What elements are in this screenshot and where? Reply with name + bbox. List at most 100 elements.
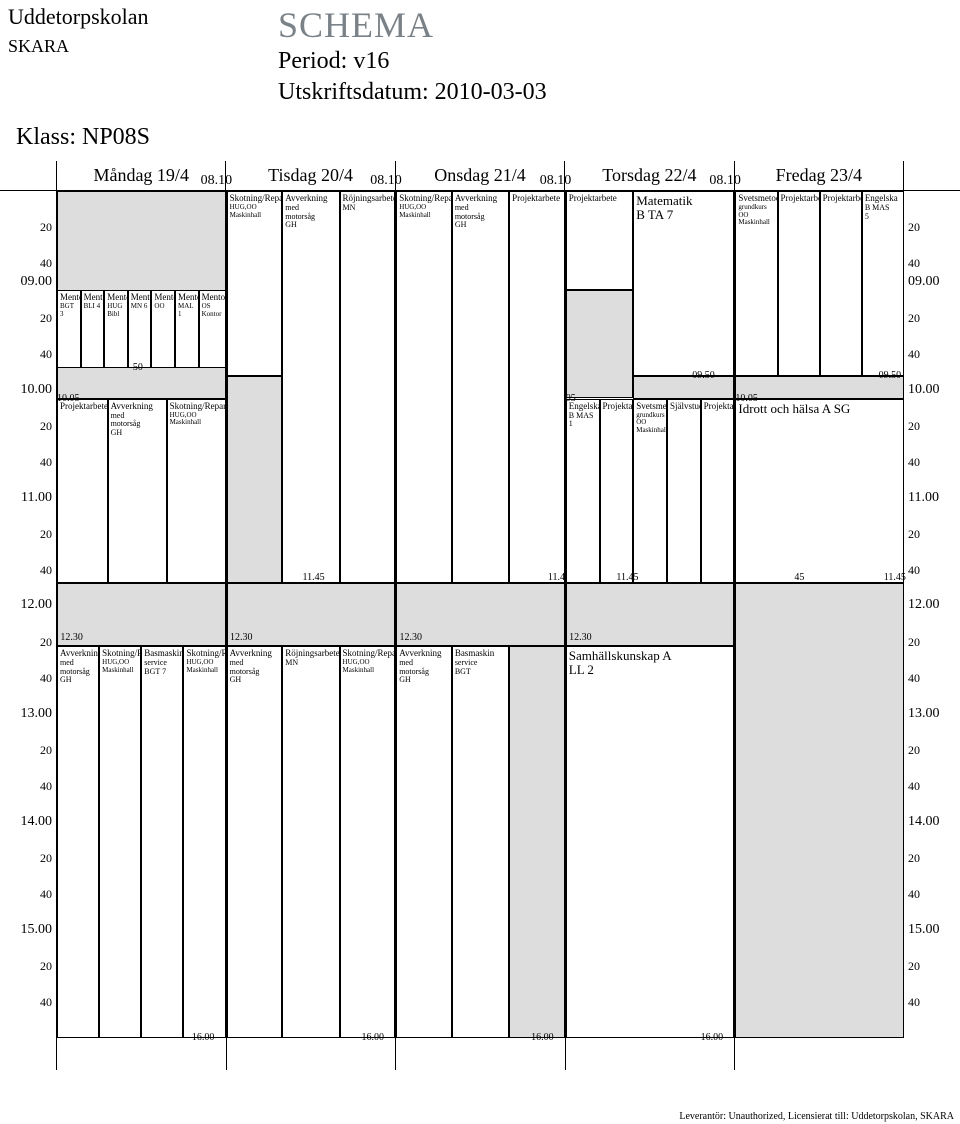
schedule-cell: Projektarbete: [600, 399, 634, 583]
minor-label: 20: [908, 633, 920, 651]
minor-label: 40: [908, 777, 920, 795]
schedule-cell: Idrott och hälsa A SG: [735, 399, 904, 583]
schedule-cell: Skotning/ReparationHUG,OOMaskinhall: [396, 191, 452, 583]
cell-line: Maskinhall: [738, 219, 774, 227]
minor-label: 20: [908, 849, 920, 867]
minor-label: 20: [908, 417, 920, 435]
time-axis-left: 204009.00204010.00204011.00204012.002040…: [0, 191, 56, 1070]
header-block: Uddetorpskolan SKARA SCHEMA Period: v16 …: [0, 0, 960, 151]
cell-line: MN: [343, 204, 393, 213]
cell-line: Idrott och hälsa A SG: [738, 402, 901, 416]
period-line: Period: v16: [278, 48, 952, 75]
time-tag: 12.30: [569, 632, 592, 643]
cell-line: LL 2: [569, 663, 732, 677]
minor-label: 20: [40, 633, 52, 651]
hour-label: 11.00: [21, 489, 52, 507]
schedule-cell: Skotning/ReparationHUG,OOMaskinhall: [167, 399, 226, 583]
schedule-cell: AvverkningmedmotorsågGH: [57, 646, 99, 1038]
minor-label: 20: [40, 417, 52, 435]
minor-label: 40: [908, 993, 920, 1011]
cell-line: B TA 7: [636, 208, 731, 222]
time-tag: 12.30: [230, 632, 253, 643]
minor-label: 40: [908, 453, 920, 471]
cell-line: Projektarbete: [823, 194, 859, 204]
minor-label: 20: [40, 957, 52, 975]
minor-label: 40: [40, 345, 52, 363]
minor-label: 40: [908, 254, 920, 272]
cell-line: GH: [230, 676, 280, 685]
cell-line: Matematik: [636, 194, 731, 208]
minor-label: 40: [40, 885, 52, 903]
minor-label: 40: [908, 345, 920, 363]
cell-line: Maskinhall: [186, 667, 222, 675]
time-tag: 12.30: [400, 632, 423, 643]
cell-line: GH: [399, 676, 449, 685]
schedule-cell: AvverkningmedmotorsågGH: [108, 399, 167, 583]
schedule-cell: MentorstidMAL 1: [175, 290, 199, 367]
grid-body: 204009.00204010.00204011.00204012.002040…: [0, 190, 960, 1070]
cell-line: Samhällskunskap A: [569, 649, 732, 663]
time-tag: 10.05: [735, 393, 758, 404]
day-column: Skotning/ReparationHUG,OOMaskinhallAvver…: [395, 191, 565, 1070]
schedule-cell: SvetsmetodergrundkursOOMaskinhall: [633, 399, 667, 583]
time-tag: 05: [566, 393, 576, 404]
hour-label: 14.00: [21, 813, 53, 831]
day-column: MentorstidBGT 3MentorstidBLI 4Mentorstid…: [56, 191, 226, 1070]
schedule-cell: RöjningsarbeteMN: [282, 646, 339, 1038]
cell-line: Självstudier: [670, 402, 698, 412]
minor-label: 40: [40, 254, 52, 272]
schedule-cell: Projektarbete: [701, 399, 735, 583]
schedule-cell: Projektarbete: [509, 191, 565, 583]
minor-label: 20: [908, 309, 920, 327]
cell-line: BGT: [455, 668, 506, 677]
schedule-cell: MentorstidBLI 4: [81, 290, 105, 367]
cell-line: Projektarbete: [569, 194, 630, 204]
schedule-cell: Skotning/ReparationHUG,OOMaskinhall: [183, 646, 225, 1038]
cell-line: Maskinhall: [343, 667, 393, 675]
schedule-cell: MentorstidHUG Bibl: [104, 290, 128, 367]
schedule-cell: MentorstidMN 6: [128, 290, 152, 367]
cell-line: GH: [111, 429, 164, 438]
class-line: Klass: NP08S: [16, 124, 952, 151]
cell-line: Maskinhall: [399, 212, 449, 220]
schedule-cell: AvverkningmedmotorsågGH: [227, 646, 283, 1038]
hour-label: 09.00: [21, 273, 53, 291]
cell-line: OS Kontor: [202, 303, 223, 318]
minor-label: 40: [40, 669, 52, 687]
cell-line: MN: [285, 659, 336, 668]
schedule-cell: [566, 290, 633, 397]
minor-label: 40: [40, 453, 52, 471]
cell-line: B MAS: [569, 412, 597, 421]
minor-label: 20: [908, 957, 920, 975]
cell-line: MN 6: [131, 303, 149, 311]
cell-line: MAL 1: [178, 303, 196, 318]
schedule-cell: MentorstidOS Kontor: [199, 290, 226, 367]
schedule-cell: BasmaskinserviceBGT: [452, 646, 509, 1038]
start-time-label: 08.10: [709, 173, 741, 189]
minor-label: 20: [40, 849, 52, 867]
hour-label: 15.00: [21, 921, 53, 939]
hour-label: 09.00: [908, 273, 940, 291]
cell-line: OO: [154, 303, 172, 311]
schema-title: SCHEMA: [278, 4, 952, 46]
minor-label: 40: [908, 669, 920, 687]
hour-label: 12.00: [21, 596, 53, 614]
start-time-label: 08.10: [201, 173, 233, 189]
day-column: Skotning/ReparationHUG,OOMaskinhallAvver…: [226, 191, 396, 1070]
schedule-grid: Måndag 19/4Tisdag 20/4Onsdag 21/4Torsdag…: [0, 161, 960, 1070]
cell-line: Maskinhall: [230, 212, 280, 220]
cell-line: GH: [455, 221, 506, 230]
minor-label: 20: [40, 309, 52, 327]
minor-label: 40: [40, 561, 52, 579]
schedule-cell: RöjningsarbeteMN: [340, 191, 396, 583]
schedule-cell: Samhällskunskap ALL 2: [566, 646, 735, 1038]
schedule-cell: AvverkningmedmotorsågGH: [452, 191, 509, 583]
day-header-row: Måndag 19/4Tisdag 20/4Onsdag 21/4Torsdag…: [0, 161, 960, 190]
schedule-cell: EngelskaB MAS1: [566, 399, 600, 583]
day-column: Projektarbete MatematikB TA 7 EngelskaB MA…: [565, 191, 735, 1070]
schedule-cell: [735, 583, 904, 1038]
hour-label: 10.00: [21, 381, 53, 399]
schedule-cell: [227, 376, 283, 583]
schedule-cell: AvverkningmedmotorsågGH: [396, 646, 452, 1038]
minor-label: 20: [40, 218, 52, 236]
